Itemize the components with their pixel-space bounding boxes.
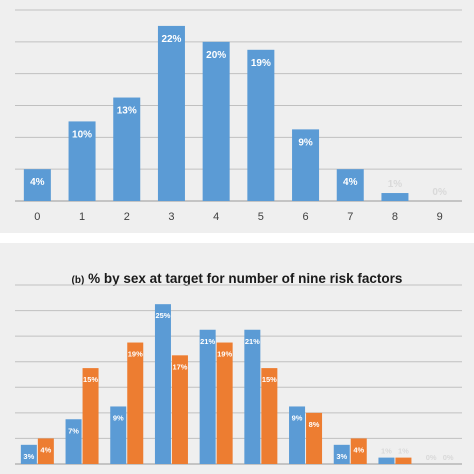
bar <box>20 444 37 464</box>
data-label: 25% <box>155 311 170 320</box>
bar <box>154 304 171 464</box>
chart-a-svg: 4% 0 10% 1 13% 2 22% 3 20% 4 19% 5 9% 6 4% 7 1% 8 0% 9 <box>15 9 462 223</box>
data-label: 1% <box>388 179 403 190</box>
bar <box>381 193 409 201</box>
data-label: 3% <box>23 452 34 461</box>
data-label: 3% <box>336 452 347 461</box>
data-label: 17% <box>172 362 187 371</box>
data-label: 15% <box>262 375 277 384</box>
x-tick-label: 3 <box>168 211 174 223</box>
bar <box>199 329 216 464</box>
bar <box>23 169 51 201</box>
data-label: 9% <box>292 413 303 422</box>
bar <box>82 368 99 464</box>
bar <box>378 457 395 464</box>
data-label: 20% <box>206 50 226 61</box>
data-label: 4% <box>30 177 45 188</box>
data-label: 1% <box>381 447 392 456</box>
data-label: 4% <box>343 177 358 188</box>
bar <box>395 457 412 464</box>
chart-b-svg: 3%4%7%15%9%19%25%17%21%19%21%15%9%8%3%4%… <box>15 284 462 465</box>
x-tick-label: 6 <box>302 211 308 223</box>
data-label: 7% <box>68 426 79 435</box>
data-label: 4% <box>40 445 51 454</box>
data-label: 9% <box>113 413 124 422</box>
x-tick-label: 2 <box>124 211 130 223</box>
chart-b-title: % by sex at target for number of nine ri… <box>88 271 403 286</box>
bar <box>157 25 185 201</box>
data-label: 0% <box>426 453 437 462</box>
chart-panel-b: (b) % by sex at target for number of nin… <box>0 243 474 474</box>
bar <box>37 438 54 464</box>
bar <box>292 129 320 201</box>
x-tick-label: 0 <box>34 211 40 223</box>
data-label: 13% <box>117 106 137 117</box>
x-tick-label: 4 <box>213 211 219 223</box>
x-tick-label: 1 <box>79 211 85 223</box>
x-tick-label: 8 <box>392 211 398 223</box>
bar <box>68 121 96 201</box>
x-tick-label: 7 <box>347 211 353 223</box>
bar <box>289 406 306 464</box>
x-tick-label: 9 <box>437 211 443 223</box>
data-label: 9% <box>298 137 313 148</box>
data-label: 19% <box>217 350 232 359</box>
bar <box>216 342 233 464</box>
data-label: 15% <box>83 375 98 384</box>
data-label: 0% <box>432 187 447 198</box>
data-label: 4% <box>353 445 364 454</box>
bar <box>306 412 323 464</box>
bar <box>333 444 350 464</box>
data-label: 21% <box>200 337 215 346</box>
bar <box>171 355 188 464</box>
bar <box>336 169 364 201</box>
chart-panel-a: 4% 0 10% 1 13% 2 22% 3 20% 4 19% 5 9% 6 4% 7 1% 8 0% 9 <box>0 0 474 233</box>
bar <box>244 329 261 464</box>
bar <box>261 368 278 464</box>
data-label: 22% <box>161 34 181 45</box>
data-label: 19% <box>128 350 143 359</box>
x-tick-label: 5 <box>258 211 264 223</box>
data-label: 10% <box>72 129 92 140</box>
bar <box>202 41 230 202</box>
bar <box>247 49 275 201</box>
data-label: 21% <box>245 337 260 346</box>
data-label: 19% <box>251 58 271 69</box>
bar <box>110 406 127 464</box>
chart-b-title-row: (b) % by sex at target for number of nin… <box>0 271 474 286</box>
chart-b-title-prefix: (b) <box>71 275 85 286</box>
bar <box>127 342 144 464</box>
data-label: 0% <box>443 453 454 462</box>
data-label: 1% <box>398 447 409 456</box>
bar <box>350 438 367 464</box>
bar <box>65 419 82 464</box>
data-label: 8% <box>309 420 320 429</box>
bar <box>113 97 141 201</box>
